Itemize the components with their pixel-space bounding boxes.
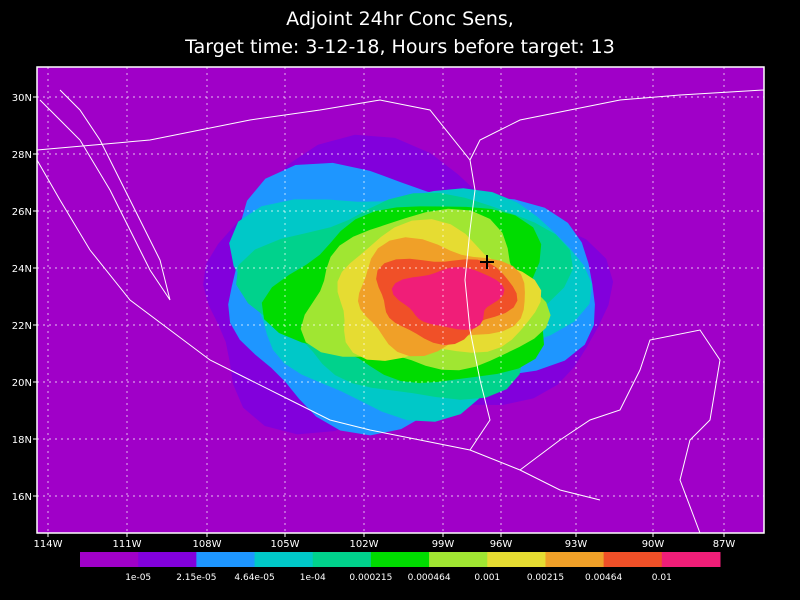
contour-band bbox=[391, 267, 505, 330]
colorbar-label: 0.001 bbox=[474, 573, 500, 583]
lon-label: 96W bbox=[490, 539, 513, 550]
colorbar-box bbox=[196, 552, 256, 567]
coastline bbox=[464, 89, 764, 451]
colorbar-box bbox=[138, 552, 197, 567]
title-line-2: Target time: 3-12-18, Hours before targe… bbox=[184, 36, 615, 58]
lon-label: 87W bbox=[713, 539, 736, 550]
coastline bbox=[37, 99, 471, 161]
colorbar-label: 0.00464 bbox=[585, 573, 622, 583]
colorbar-label: 1e-04 bbox=[300, 573, 326, 583]
coastline bbox=[519, 329, 721, 533]
coastline bbox=[39, 89, 171, 301]
lat-label: 26N bbox=[12, 207, 32, 218]
lat-label: 20N bbox=[12, 378, 32, 389]
lat-label: 18N bbox=[12, 435, 32, 446]
lon-label: 105W bbox=[271, 539, 300, 550]
colorbar-box bbox=[545, 552, 605, 567]
colorbar-box bbox=[312, 552, 372, 567]
lon-label: 114W bbox=[34, 539, 63, 550]
colorbar-box bbox=[603, 552, 663, 567]
lon-label: 99W bbox=[432, 539, 455, 550]
lon-label: 102W bbox=[350, 539, 379, 550]
colorbar-label: 0.000464 bbox=[408, 573, 451, 583]
lat-label: 22N bbox=[12, 321, 32, 332]
colorbar-box bbox=[80, 552, 139, 567]
colorbar-box bbox=[370, 552, 430, 567]
colorbar-label: 0.01 bbox=[652, 573, 672, 583]
lon-label: 111W bbox=[113, 539, 142, 550]
lat-label: 24N bbox=[12, 264, 32, 275]
colorbar-label: 0.000215 bbox=[349, 573, 392, 583]
lon-label: 90W bbox=[642, 539, 665, 550]
map-area bbox=[37, 67, 764, 533]
colorbar-box bbox=[254, 552, 314, 567]
lon-label: 93W bbox=[565, 539, 588, 550]
colorbar-label: 4.64e-05 bbox=[234, 573, 274, 583]
colorbar-label: 2.15e-05 bbox=[176, 573, 216, 583]
colorbar-label: 0.00215 bbox=[527, 573, 564, 583]
lat-label: 28N bbox=[12, 150, 32, 161]
lon-label: 108W bbox=[193, 539, 222, 550]
coastline bbox=[37, 159, 601, 501]
colorbar-box bbox=[429, 552, 488, 567]
target-marker bbox=[480, 255, 494, 269]
lat-label: 30N bbox=[12, 93, 32, 104]
colorbar-box bbox=[487, 552, 546, 567]
map-frame bbox=[36, 66, 765, 534]
title-line-1: Adjoint 24hr Conc Sens, bbox=[286, 8, 514, 30]
colorbar-box bbox=[661, 552, 721, 567]
lat-label: 16N bbox=[12, 492, 32, 503]
colorbar-label: 1e-05 bbox=[125, 573, 151, 583]
